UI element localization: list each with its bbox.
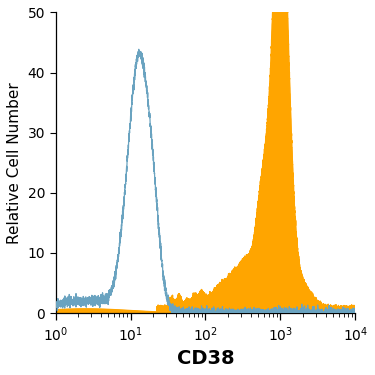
Y-axis label: Relative Cell Number: Relative Cell Number <box>7 82 22 244</box>
X-axis label: CD38: CD38 <box>177 349 234 368</box>
